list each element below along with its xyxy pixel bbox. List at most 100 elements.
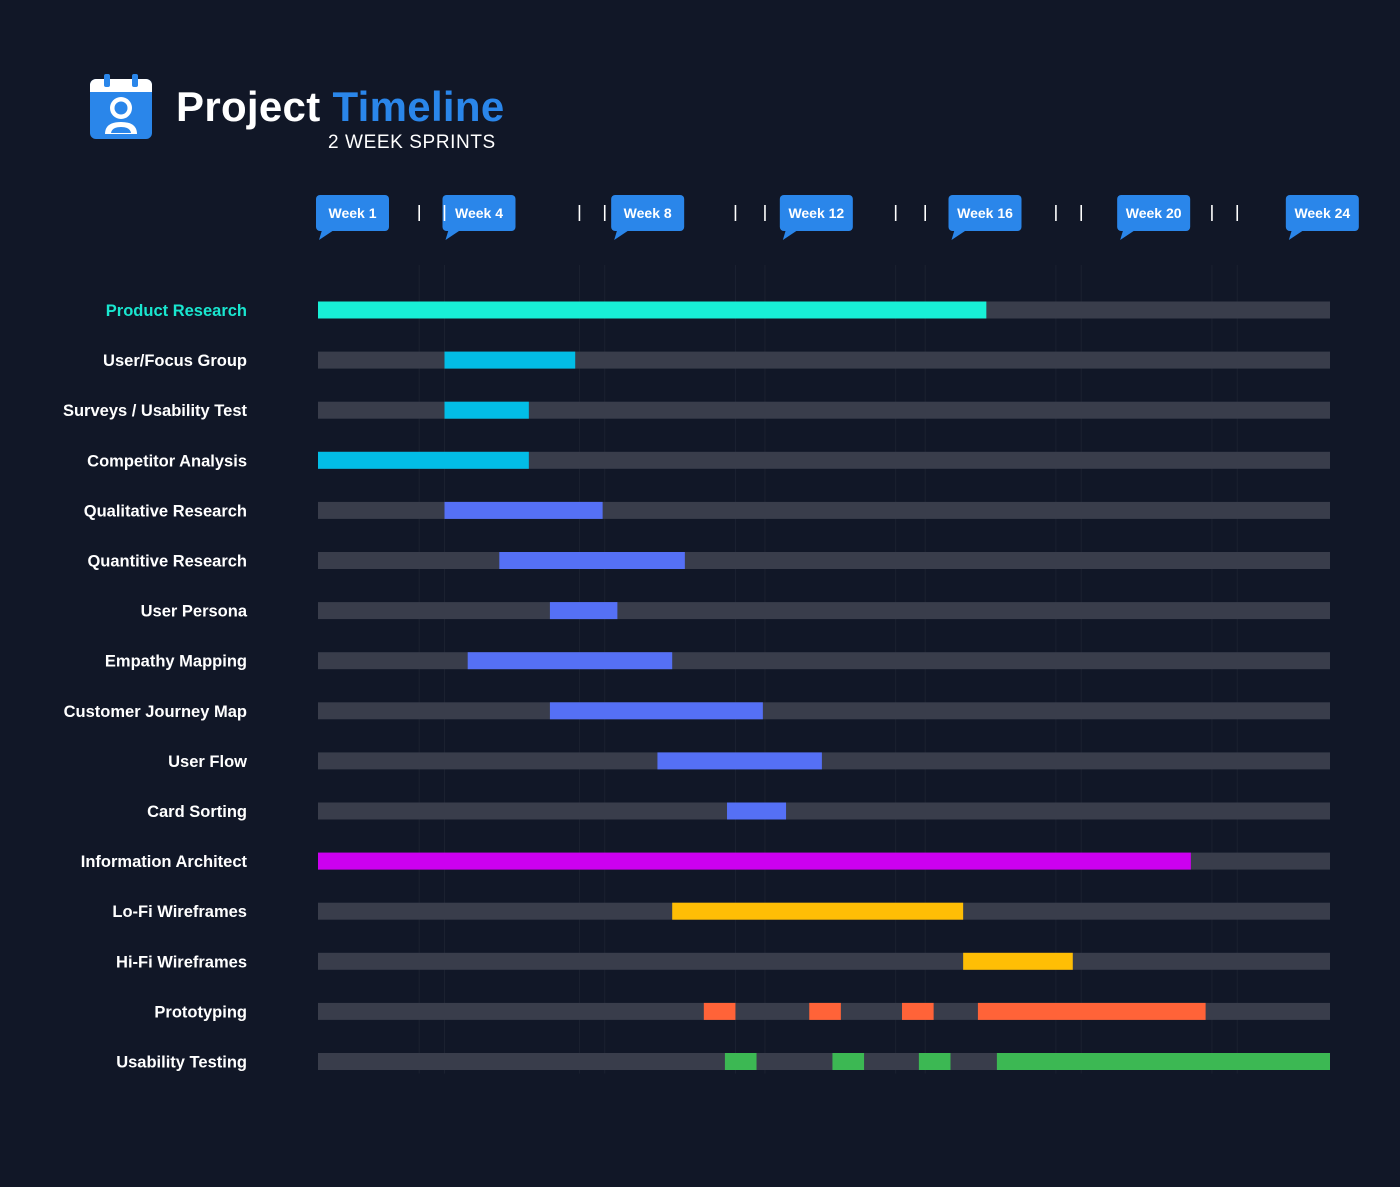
week-bubble-tail xyxy=(1120,230,1136,240)
week-bubble xyxy=(779,195,853,231)
task-row-surveys-usability-test: Surveys / Usability Test xyxy=(63,401,1330,420)
week-bubble xyxy=(1285,195,1359,231)
task-row-product-research: Product Research xyxy=(106,301,1330,320)
task-bar xyxy=(444,401,529,419)
task-row-hi-fi-wireframes: Hi-Fi Wireframes xyxy=(116,952,1330,971)
week-ticks xyxy=(418,205,1239,221)
task-label: Card Sorting xyxy=(147,803,247,821)
week-bubble xyxy=(316,195,389,231)
task-row-competitor-analysis: Competitor Analysis xyxy=(87,451,1330,470)
task-bar xyxy=(727,802,787,820)
task-bar xyxy=(549,702,763,720)
week-bubble-tail xyxy=(951,230,967,240)
task-row-lo-fi-wireframes: Lo-Fi Wireframes xyxy=(112,902,1330,921)
task-track xyxy=(318,451,1330,469)
task-label: Quantitive Research xyxy=(87,553,247,571)
task-row-qualitative-research: Qualitative Research xyxy=(84,501,1330,520)
task-label: User/Focus Group xyxy=(103,352,247,370)
task-bar xyxy=(657,752,822,770)
task-row-user-persona: User Persona xyxy=(141,602,1330,621)
task-row-quantitive-research: Quantitive Research xyxy=(87,552,1330,571)
task-track xyxy=(318,401,1330,419)
title-main: Project xyxy=(176,83,321,130)
task-label: Surveys / Usability Test xyxy=(63,402,248,420)
week-bubble-tail xyxy=(319,230,334,240)
task-bar xyxy=(996,1053,1330,1070)
task-bar xyxy=(977,1002,1206,1020)
task-bar xyxy=(444,351,576,369)
page-title: Project Timeline xyxy=(176,82,505,132)
task-track xyxy=(318,802,1330,820)
task-row-user-flow: User Flow xyxy=(168,752,1330,771)
task-label: Qualitative Research xyxy=(84,502,247,520)
task-label: Usability Testing xyxy=(116,1054,247,1072)
week-bubble xyxy=(442,195,516,231)
task-row-card-sorting: Card Sorting xyxy=(147,802,1330,821)
task-bar xyxy=(318,852,1191,870)
week-bubble xyxy=(611,195,685,231)
task-label: Customer Journey Map xyxy=(64,703,247,721)
task-label: User Persona xyxy=(141,603,248,621)
task-bar xyxy=(703,1002,736,1020)
week-markers: Week 1 Week 4 Week 8 Week 12 Week 16 Week 20 W… xyxy=(316,195,1359,240)
week-bubble-tail xyxy=(1288,230,1304,240)
week-marker-week-4: Week 4 xyxy=(442,195,516,240)
week-label: Week 1 xyxy=(329,205,377,221)
task-bar xyxy=(499,552,685,569)
week-marker-week-1: Week 1 xyxy=(316,195,389,240)
week-marker-week-12: Week 12 xyxy=(779,195,853,240)
task-row-customer-journey-map: Customer Journey Map xyxy=(64,702,1330,721)
week-label: Week 24 xyxy=(1294,205,1350,221)
task-bar xyxy=(918,1053,951,1070)
week-bubble xyxy=(1117,195,1191,231)
task-label: Competitor Analysis xyxy=(87,452,247,470)
grid-lines xyxy=(418,265,1238,1074)
task-label: Product Research xyxy=(106,302,247,320)
task-bar xyxy=(444,501,603,519)
week-marker-week-8: Week 8 xyxy=(611,195,685,240)
week-label: Week 8 xyxy=(624,205,672,221)
week-label: Week 16 xyxy=(957,205,1013,221)
week-marker-week-20: Week 20 xyxy=(1117,195,1191,240)
task-bar xyxy=(809,1002,841,1020)
task-bar xyxy=(318,451,529,469)
week-marker-week-24: Week 24 xyxy=(1285,195,1359,240)
task-label: User Flow xyxy=(168,753,247,771)
task-bar xyxy=(832,1053,865,1070)
task-label: Prototyping xyxy=(154,1003,247,1021)
task-track xyxy=(318,752,1330,770)
week-bubble xyxy=(948,195,1022,231)
task-bar xyxy=(467,652,673,670)
page-subtitle: 2 WEEK SPRINTS xyxy=(328,132,496,153)
task-bar xyxy=(963,952,1073,970)
task-row-empathy-mapping: Empathy Mapping xyxy=(105,652,1330,671)
task-bar xyxy=(902,1002,934,1020)
task-rows: Product Research User/Focus Group Surveys … xyxy=(63,301,1330,1072)
week-bubble-tail xyxy=(445,230,461,240)
task-row-information-architect: Information Architect xyxy=(81,852,1330,871)
task-bar xyxy=(672,902,964,920)
task-label: Lo-Fi Wireframes xyxy=(112,903,247,921)
week-marker-week-16: Week 16 xyxy=(948,195,1022,240)
task-bar xyxy=(549,602,618,620)
task-track xyxy=(318,552,1330,569)
task-label: Hi-Fi Wireframes xyxy=(116,953,247,971)
task-bar xyxy=(318,301,987,319)
week-label: Week 20 xyxy=(1126,205,1182,221)
task-track xyxy=(318,602,1330,620)
task-row-prototyping: Prototyping xyxy=(154,1002,1330,1021)
week-label: Week 4 xyxy=(455,205,503,221)
title-accent: Timeline xyxy=(332,83,505,130)
task-track xyxy=(318,952,1330,970)
task-row-usability-testing: Usability Testing xyxy=(116,1053,1330,1072)
task-label: Empathy Mapping xyxy=(105,653,247,671)
calendar-user-icon xyxy=(90,74,152,139)
task-track xyxy=(318,702,1330,720)
task-bar xyxy=(724,1053,757,1070)
task-row-user-focus-group: User/Focus Group xyxy=(103,351,1330,370)
week-bubble-tail xyxy=(614,230,630,240)
week-label: Week 12 xyxy=(788,205,844,221)
week-bubble-tail xyxy=(782,230,798,240)
